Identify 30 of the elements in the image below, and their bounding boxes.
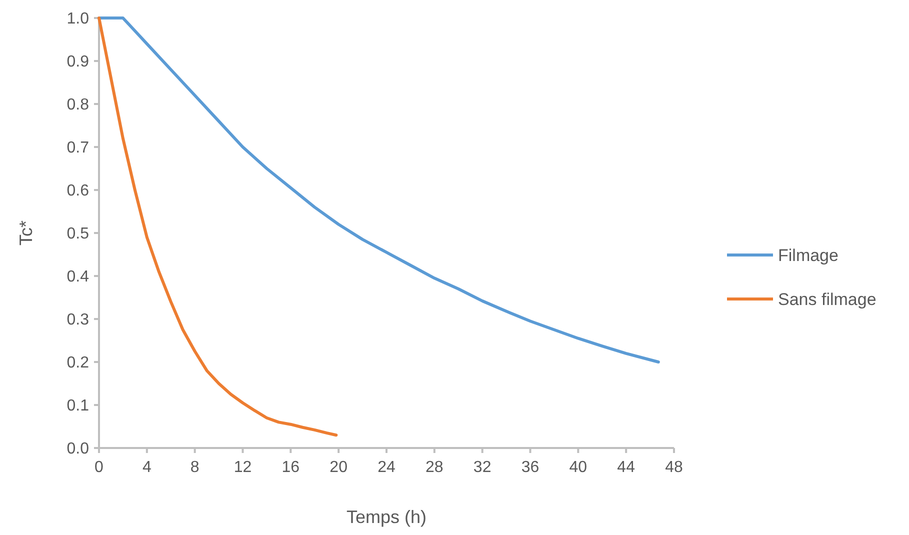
- x-tick-label: 36: [521, 459, 540, 476]
- y-tick-label: 0.7: [66, 140, 90, 157]
- legend-label: Filmage: [778, 246, 838, 265]
- x-tick-label: 32: [473, 459, 492, 476]
- x-tick-label: 0: [94, 459, 104, 476]
- x-tick-label: 40: [569, 459, 588, 476]
- x-tick-label: 44: [617, 459, 636, 476]
- x-tick-label: 12: [234, 459, 252, 476]
- x-tick-label: 4: [142, 459, 152, 476]
- y-tick-label: 0.4: [66, 268, 90, 286]
- x-axis-title: Temps (h): [346, 507, 427, 527]
- y-axis-title: Tc*: [16, 220, 36, 246]
- y-tick-label: 0.9: [66, 54, 90, 71]
- y-tick-label: 0.6: [66, 182, 90, 200]
- x-tick-label: 28: [426, 459, 444, 476]
- x-tick-label: 20: [330, 459, 348, 476]
- y-tick-label: 0.5: [66, 226, 90, 243]
- line-series: [98, 16, 660, 364]
- y-tick-label: 1.0: [66, 10, 90, 28]
- x-tick-label: 24: [378, 459, 396, 476]
- y-tick-label: 0.1: [66, 398, 90, 415]
- legend-label: Sans filmage: [778, 290, 876, 309]
- x-tick-label: 48: [665, 459, 683, 476]
- y-tick-label: 0.2: [66, 354, 90, 372]
- x-tick-label: 16: [282, 459, 300, 476]
- x-tick-label: 8: [190, 459, 200, 476]
- line-series: [98, 16, 338, 437]
- y-tick-label: 0.0: [66, 440, 90, 458]
- y-tick-label: 0.3: [66, 312, 90, 329]
- y-tick-label: 0.8: [66, 96, 90, 114]
